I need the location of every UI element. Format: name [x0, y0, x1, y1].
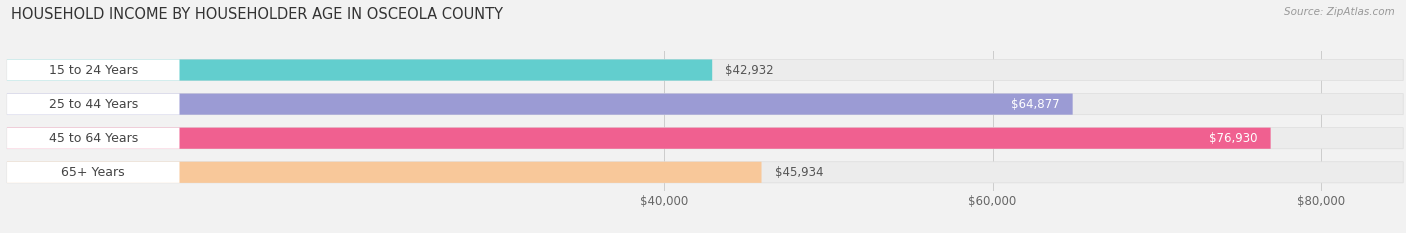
FancyBboxPatch shape: [7, 93, 1073, 115]
FancyBboxPatch shape: [7, 93, 1403, 115]
FancyBboxPatch shape: [7, 128, 1271, 149]
FancyBboxPatch shape: [7, 128, 180, 149]
FancyBboxPatch shape: [7, 162, 1403, 183]
FancyBboxPatch shape: [7, 59, 713, 81]
Text: $45,934: $45,934: [775, 166, 823, 179]
Text: 25 to 44 Years: 25 to 44 Years: [49, 98, 138, 111]
Text: 65+ Years: 65+ Years: [62, 166, 125, 179]
FancyBboxPatch shape: [7, 128, 1403, 149]
FancyBboxPatch shape: [7, 59, 1403, 81]
Text: 45 to 64 Years: 45 to 64 Years: [49, 132, 138, 145]
Text: $42,932: $42,932: [725, 64, 773, 76]
Text: HOUSEHOLD INCOME BY HOUSEHOLDER AGE IN OSCEOLA COUNTY: HOUSEHOLD INCOME BY HOUSEHOLDER AGE IN O…: [11, 7, 503, 22]
Text: $76,930: $76,930: [1209, 132, 1257, 145]
Text: Source: ZipAtlas.com: Source: ZipAtlas.com: [1284, 7, 1395, 17]
FancyBboxPatch shape: [7, 59, 180, 81]
FancyBboxPatch shape: [7, 162, 180, 183]
FancyBboxPatch shape: [7, 93, 180, 115]
Text: 15 to 24 Years: 15 to 24 Years: [49, 64, 138, 76]
FancyBboxPatch shape: [7, 162, 762, 183]
Text: $64,877: $64,877: [1011, 98, 1060, 111]
